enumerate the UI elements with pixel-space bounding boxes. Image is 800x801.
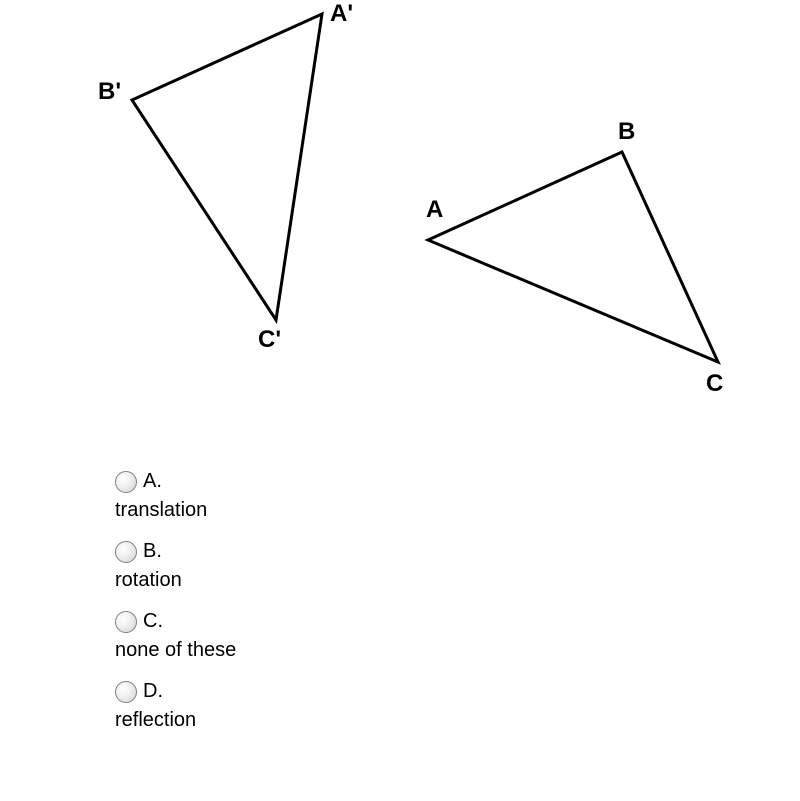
radio-c[interactable] (115, 611, 137, 633)
triangle-abc (428, 152, 718, 362)
option-d: D. reflection (115, 680, 236, 732)
label-a: A (426, 196, 443, 224)
geometry-diagram: A' B' C' A B C (0, 0, 800, 430)
option-c-letter: C. (143, 610, 163, 633)
option-b-text: rotation (115, 569, 236, 592)
label-b: B (618, 118, 635, 146)
option-b-letter: B. (143, 540, 162, 563)
label-b-prime: B' (98, 78, 121, 106)
radio-d[interactable] (115, 681, 137, 703)
option-d-text: reflection (115, 709, 236, 732)
radio-b[interactable] (115, 541, 137, 563)
triangles-svg (0, 0, 800, 430)
option-c: C. none of these (115, 610, 236, 662)
option-a-text: translation (115, 499, 236, 522)
option-a: A. translation (115, 470, 236, 522)
label-a-prime: A' (330, 0, 353, 28)
option-a-letter: A. (143, 470, 162, 493)
option-c-text: none of these (115, 639, 236, 662)
option-d-letter: D. (143, 680, 163, 703)
answer-options: A. translation B. rotation C. none of th… (115, 470, 236, 750)
triangle-prime (132, 14, 322, 320)
label-c: C (706, 370, 723, 398)
radio-a[interactable] (115, 471, 137, 493)
option-b: B. rotation (115, 540, 236, 592)
label-c-prime: C' (258, 326, 281, 354)
